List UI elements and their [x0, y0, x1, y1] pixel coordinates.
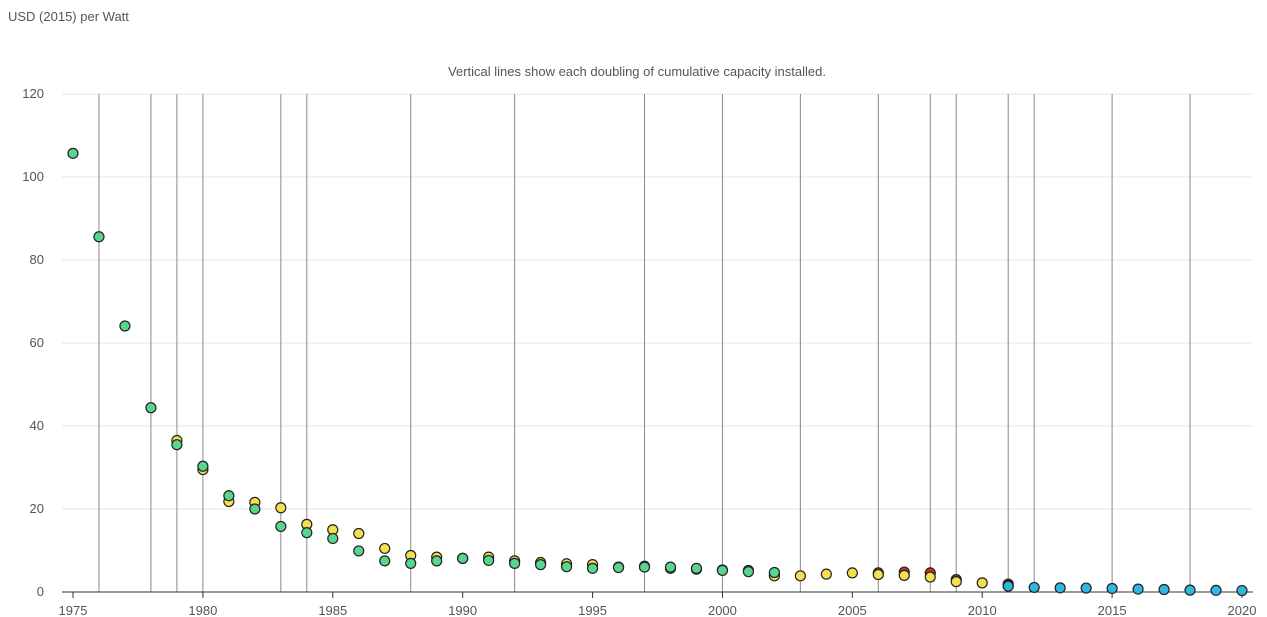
data-point	[93, 231, 105, 243]
y-tick-label: 40	[30, 418, 44, 433]
x-tick-label: 2020	[1228, 603, 1257, 617]
data-point	[534, 559, 547, 571]
data-point	[379, 542, 391, 555]
data-point	[353, 545, 365, 557]
y-tick-label: 60	[30, 335, 44, 350]
data-point	[716, 564, 729, 577]
data-point	[560, 561, 573, 573]
data-point	[275, 520, 287, 533]
y-tick-label: 80	[30, 252, 44, 267]
data-point	[1106, 582, 1118, 595]
x-tick-label: 2015	[1098, 603, 1127, 617]
data-points	[67, 147, 1248, 597]
data-point	[1184, 584, 1196, 596]
data-point	[431, 555, 443, 567]
data-point	[119, 320, 131, 332]
data-point	[353, 527, 365, 540]
data-point	[664, 561, 677, 573]
data-point	[742, 566, 755, 578]
data-point	[249, 503, 261, 515]
x-tick-label: 2000	[708, 603, 737, 617]
data-point	[171, 439, 183, 451]
data-point	[1080, 582, 1092, 594]
data-point	[768, 566, 781, 579]
y-tick-label: 0	[37, 584, 44, 599]
data-point	[457, 552, 469, 564]
y-axis-unit-label: USD (2015) per Watt	[8, 9, 129, 24]
x-tick-label: 1980	[188, 603, 217, 617]
data-point	[638, 561, 651, 573]
data-point	[820, 568, 832, 580]
data-point	[1054, 582, 1066, 594]
x-tick-label: 1990	[448, 603, 477, 617]
x-tick-label: 2010	[968, 603, 997, 617]
x-tick-label: 1975	[59, 603, 88, 617]
data-point	[197, 460, 209, 472]
data-point	[898, 569, 910, 582]
data-point	[950, 576, 962, 588]
data-point	[612, 561, 625, 574]
data-point	[67, 147, 79, 159]
data-point	[405, 557, 417, 569]
data-point	[846, 567, 858, 579]
data-point	[586, 562, 599, 574]
x-tick-label: 2005	[838, 603, 867, 617]
data-point	[1002, 580, 1014, 592]
data-point	[483, 554, 495, 567]
data-point	[1028, 581, 1040, 594]
data-point	[872, 568, 884, 581]
data-point	[1210, 584, 1222, 596]
gridlines	[62, 93, 1253, 510]
chart-subtitle: Vertical lines show each doubling of cum…	[448, 64, 826, 79]
x-tick-label: 1995	[578, 603, 607, 617]
x-tick-label: 1985	[318, 603, 347, 617]
data-point	[509, 557, 521, 569]
axes: 0 20 40 60 80 100 120 1975 1980 1985 1990 1995 2000 2…	[22, 86, 1256, 617]
data-point	[794, 570, 806, 582]
data-point	[976, 577, 988, 589]
data-point	[1236, 584, 1248, 597]
data-point	[924, 571, 936, 583]
data-point	[145, 402, 157, 414]
data-point	[301, 527, 313, 539]
data-point	[275, 502, 287, 514]
data-point	[1132, 583, 1144, 595]
data-point	[690, 562, 703, 574]
data-point	[327, 532, 339, 545]
y-tick-label: 120	[22, 86, 44, 101]
y-tick-label: 20	[30, 501, 44, 516]
y-tick-label: 100	[22, 169, 44, 184]
data-point	[223, 490, 235, 502]
data-point	[1158, 583, 1170, 596]
data-point	[379, 555, 391, 567]
